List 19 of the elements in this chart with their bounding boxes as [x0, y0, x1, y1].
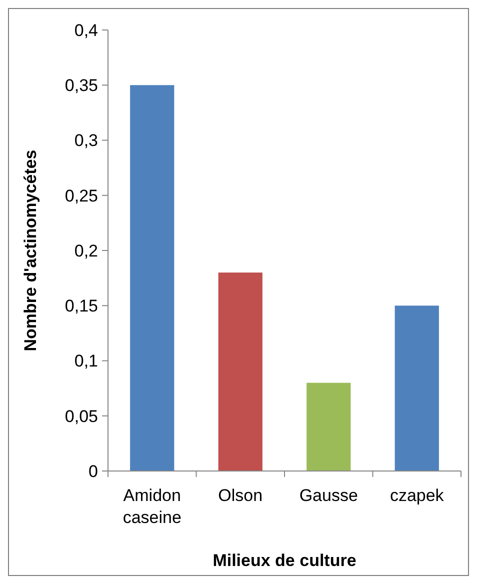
- x-tick-label: czapek: [390, 486, 444, 505]
- y-tick-label: 0,35: [64, 76, 98, 96]
- y-axis-title: Nombre d'actinomycétes: [21, 150, 40, 352]
- y-tick-label: 0: [88, 462, 98, 481]
- x-tick-label: Olson: [218, 486, 263, 505]
- bar: [218, 272, 262, 471]
- y-tick-label: 0,15: [64, 296, 98, 316]
- y-tick-label: 0,4: [74, 20, 98, 40]
- y-tick-label: 0,25: [64, 186, 98, 206]
- y-tick-label: 0,1: [74, 352, 98, 371]
- x-axis-title: Milieux de culture: [212, 551, 356, 570]
- x-tick-label: Gausse: [299, 486, 358, 505]
- bar: [306, 382, 351, 471]
- y-tick-label: 0,2: [74, 241, 98, 260]
- y-tick-label: 0,3: [74, 131, 98, 150]
- x-tick-label: Amidon caseine: [122, 486, 182, 527]
- bar: [130, 85, 174, 471]
- y-tick-label: 0,05: [64, 406, 98, 426]
- bar: [394, 306, 439, 471]
